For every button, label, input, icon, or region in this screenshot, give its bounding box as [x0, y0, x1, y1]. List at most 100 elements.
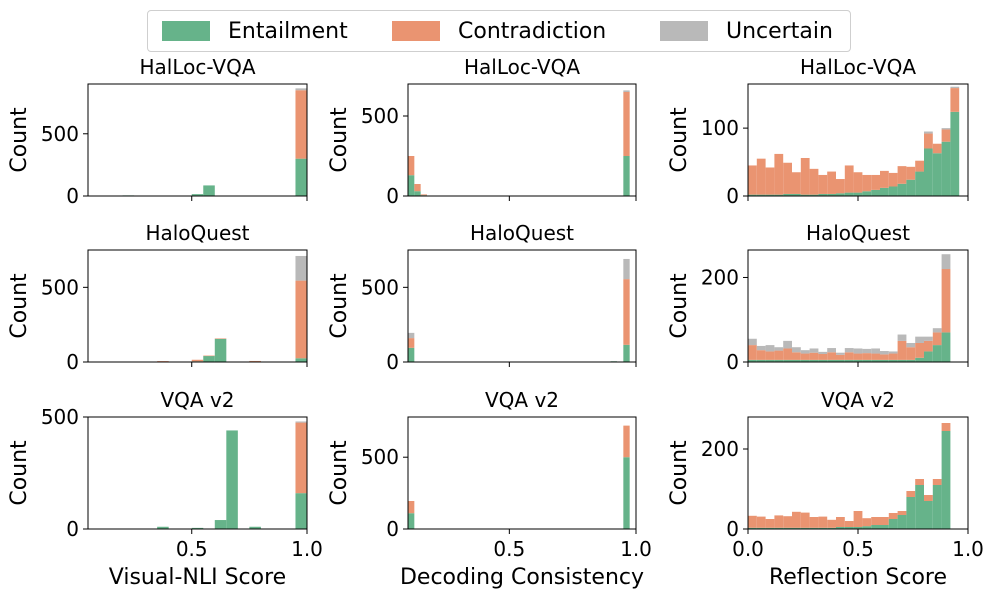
contradiction-swatch [392, 21, 440, 41]
bar-entailment-18 [897, 515, 907, 529]
bar-contradiction-23 [941, 129, 951, 142]
y-tick-label: 500 [41, 405, 79, 429]
bar-contradiction-13 [853, 172, 863, 193]
bar-entailment-8 [809, 527, 819, 529]
bar-entailment-11 [836, 193, 845, 196]
bar-contradiction-4 [774, 153, 784, 195]
bar-entailment-1 [408, 347, 415, 362]
subplot-3: 0 100 HalLoc-VQA Count [667, 55, 969, 208]
y-tick-label: 0 [726, 184, 739, 208]
y-axis-label: Count [667, 107, 692, 173]
legend-label-uncertain: Uncertain [726, 18, 833, 44]
bar-entailment-4 [774, 359, 784, 362]
bar-contradiction-3 [765, 167, 775, 195]
x-tick-label: 1.0 [620, 537, 652, 561]
bar-uncertain-24 [950, 86, 960, 89]
bar-entailment-1 [408, 175, 415, 196]
bar-contradiction-20 [915, 479, 924, 485]
legend-label-contradiction: Contradiction [458, 18, 607, 44]
bar-contradiction-19 [906, 491, 916, 497]
bar-contradiction-8 [809, 352, 819, 360]
bar-entailment-4 [623, 156, 630, 196]
bar-uncertain-11 [836, 352, 845, 355]
bar-contradiction-16 [880, 354, 889, 360]
bar-contradiction-15 [871, 353, 880, 360]
bar-entailment-14 [862, 359, 872, 362]
bar-uncertain-13 [853, 348, 863, 354]
bar-contradiction-10 [827, 352, 836, 360]
uncertain-swatch [660, 21, 708, 41]
subplot-title: HaloQuest [470, 221, 574, 245]
bar-entailment-10 [827, 193, 836, 196]
y-axis-label: Count [327, 440, 352, 506]
bar-contradiction-5 [783, 516, 792, 528]
bar-uncertain-6 [295, 421, 307, 423]
bar-contradiction-1 [408, 338, 415, 348]
bar-contradiction-9 [818, 174, 828, 194]
y-tick-label: 0 [66, 350, 79, 374]
bar-uncertain-9 [818, 351, 828, 354]
bar-entailment-3 [765, 527, 775, 529]
bar-uncertain-8 [809, 348, 819, 353]
bar-entailment-5 [249, 526, 261, 529]
bar-contradiction-13 [853, 511, 863, 527]
legend-item-uncertain: Uncertain [660, 18, 833, 44]
bar-contradiction-22 [932, 479, 942, 485]
bar-contradiction-1 [748, 515, 757, 528]
bar-entailment-16 [880, 187, 889, 196]
bar-contradiction-8 [809, 517, 819, 528]
bar-contradiction-13 [853, 353, 863, 360]
subplot-2: 0 500 HalLoc-VQA Count [327, 55, 637, 208]
bar-contradiction-3 [765, 351, 775, 360]
bar-contradiction-22 [932, 332, 942, 346]
axes-frame [87, 83, 308, 197]
bar-uncertain-22 [932, 328, 942, 333]
bar-uncertain-3 [765, 345, 775, 352]
bar-entailment-19 [906, 359, 916, 362]
bar-entailment-12 [844, 192, 854, 196]
bar-contradiction-2 [623, 425, 630, 458]
y-tick-label: 0 [386, 517, 399, 541]
bar-contradiction-2 [756, 516, 766, 528]
bar-entailment-6 [792, 359, 801, 362]
axes-frame [407, 416, 637, 530]
subplot-title: HalLoc-VQA [139, 55, 255, 79]
bar-contradiction-5 [249, 360, 261, 362]
bar-contradiction-11 [836, 517, 845, 527]
x-axis-label: Reflection Score [769, 565, 947, 590]
bar-entailment-5 [783, 359, 792, 362]
bar-uncertain-3 [623, 258, 630, 280]
subplot-8: 0 500 0.5 1.0 VQA v2 Count Decoding Consistenc… [327, 388, 652, 590]
bar-contradiction-1 [157, 361, 169, 362]
y-tick-label: 500 [361, 104, 399, 128]
bar-contradiction-5 [783, 348, 792, 360]
bar-entailment-21 [924, 148, 933, 196]
x-tick-label: 0.5 [176, 537, 208, 561]
bar-uncertain-16 [880, 351, 889, 355]
bar-entailment-13 [853, 192, 863, 196]
bar-entailment-12 [844, 527, 854, 529]
bar-contradiction-21 [924, 133, 933, 149]
bar-contradiction-4 [214, 338, 227, 339]
bar-contradiction-17 [888, 172, 898, 187]
subplot-5: 0 500 HaloQuest Count [327, 221, 637, 374]
bar-entailment-16 [880, 359, 889, 362]
x-axis-label: Visual-NLI Score [109, 565, 286, 590]
bar-contradiction-1 [748, 165, 757, 195]
bar-uncertain-19 [906, 342, 916, 348]
bar-contradiction-12 [844, 352, 854, 360]
y-axis-label: Count [327, 273, 352, 339]
bar-entailment-22 [932, 153, 942, 196]
bar-contradiction-1 [748, 345, 757, 360]
subplot-title: VQA v2 [485, 388, 559, 412]
bar-contradiction-22 [932, 143, 942, 154]
bar-entailment-7 [800, 527, 810, 529]
legend-item-entailment: Entailment [162, 19, 348, 44]
bar-entailment-23 [941, 141, 951, 196]
bar-contradiction-11 [836, 179, 845, 194]
bar-entailment-13 [853, 359, 863, 362]
bar-entailment-22 [932, 345, 942, 362]
subplot-title: HaloQuest [145, 221, 249, 245]
bar-entailment-19 [906, 179, 916, 196]
bar-uncertain-10 [827, 348, 836, 353]
